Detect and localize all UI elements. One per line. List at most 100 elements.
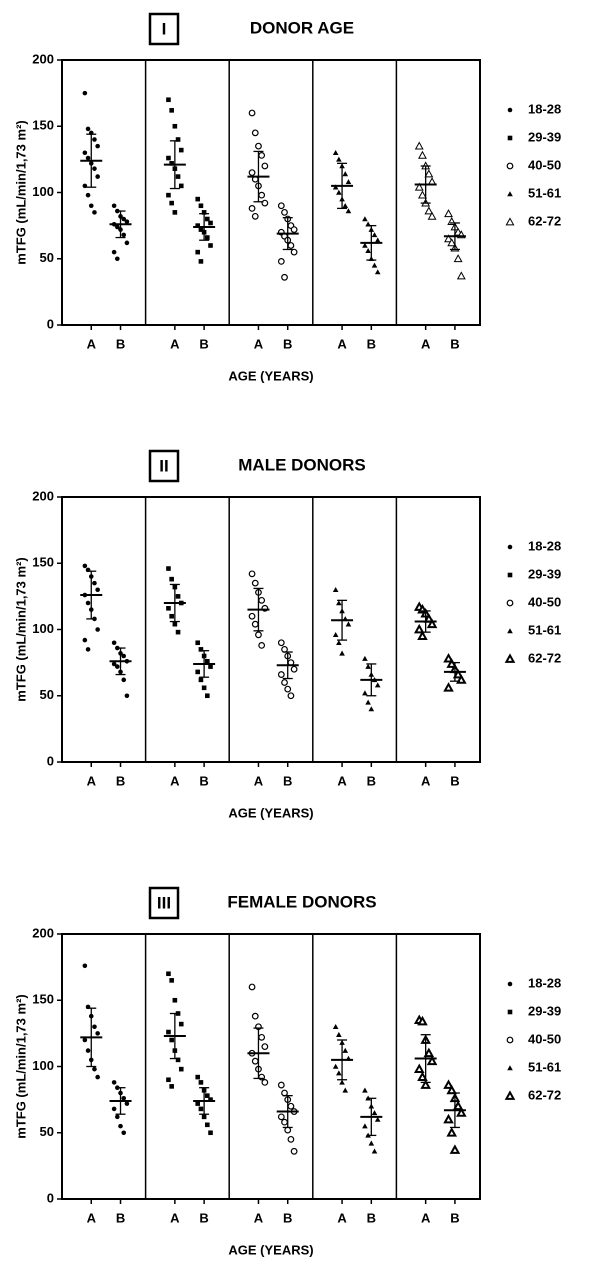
data-point [166,97,171,103]
x-tick-label: B [199,1210,208,1225]
data-point [414,141,424,150]
data-point [115,1114,120,1120]
data-point [169,978,174,983]
data-point [172,621,178,627]
data-point [345,208,352,214]
data-point [443,1113,454,1124]
data-point [332,184,339,190]
x-tick-label: A [87,773,97,788]
data-point [426,618,438,629]
data-point [248,612,256,620]
data-point [281,273,288,281]
label-box [148,449,180,483]
x-tick-label: A [87,336,97,351]
data-point [208,1130,213,1136]
data-point [118,1123,123,1129]
data-point [290,226,298,234]
data-point [178,1021,184,1027]
data-point [284,685,292,693]
data-point [92,137,97,142]
data-point [446,658,458,668]
data-point [82,150,88,156]
data-point [362,1123,368,1129]
data-point [362,1087,368,1093]
x-axis-label: AGE (YEARS) [228,368,313,383]
x-tick-label: A [170,773,180,788]
y-tick-label: 100 [32,184,54,199]
data-point [92,1066,97,1072]
data-point [208,220,213,226]
data-point [413,1063,425,1074]
data-point [198,259,204,264]
x-tick-label: A [170,1210,180,1225]
data-point [277,1113,285,1121]
data-point [345,621,352,627]
data-point [115,664,120,669]
data-point [95,1074,100,1080]
y-tick-label: 200 [32,488,54,503]
data-point [342,1047,349,1053]
legend-label: 40-50 [528,1031,561,1046]
label-box [148,886,180,920]
data-point [287,242,295,249]
data-point [166,606,171,611]
x-axis-label: AGE (YEARS) [228,1242,313,1257]
data-point [124,219,130,224]
panel-label: III [157,893,171,912]
data-point [453,254,463,263]
data-point [195,196,201,202]
legend-label: 62-72 [528,650,561,665]
data-point [248,169,256,177]
legend-marker [507,135,513,141]
legend-marker [507,1065,513,1071]
y-tick-label: 200 [32,925,54,940]
data-point [111,661,117,667]
data-point [95,143,100,149]
data-point [374,682,381,688]
legend-label: 29-39 [528,1003,561,1018]
data-point [261,1078,269,1086]
data-point [336,189,342,195]
data-point [332,632,339,638]
data-point [281,679,288,686]
chart-title: MALE DONORS [238,455,366,474]
data-point [443,682,454,692]
data-point [248,570,256,578]
y-tick-label: 150 [32,992,54,1007]
data-point [85,155,91,161]
data-point [169,108,174,113]
data-point [417,1015,428,1026]
legend-marker [505,217,515,226]
y-tick-label: 0 [47,753,54,768]
data-point [205,1093,210,1098]
data-point [277,1081,285,1089]
data-point [417,1071,428,1081]
data-point [169,161,174,166]
data-point [82,1037,88,1043]
data-point [82,637,88,643]
data-point [277,202,285,210]
data-point [332,1023,339,1029]
data-point [365,699,371,705]
legend-label: 51-61 [528,1059,561,1074]
data-point [452,1100,464,1111]
data-point [208,1097,213,1102]
legend-label: 51-61 [528,185,561,200]
x-tick-label: A [421,1210,431,1225]
y-tick-label: 0 [47,316,54,331]
data-point [424,206,434,215]
data-point [195,223,201,228]
x-tick-label: A [254,773,264,788]
x-tick-label: B [367,336,376,351]
data-point [447,238,457,247]
data-point [166,192,171,198]
x-tick-label: A [254,336,264,351]
data-point [345,179,352,185]
data-point [82,963,88,969]
data-point [287,1135,295,1143]
legend-label: 51-61 [528,622,561,637]
data-point [121,677,127,683]
data-point [166,566,171,571]
x-tick-label: B [450,336,459,351]
data-point [169,1084,174,1089]
